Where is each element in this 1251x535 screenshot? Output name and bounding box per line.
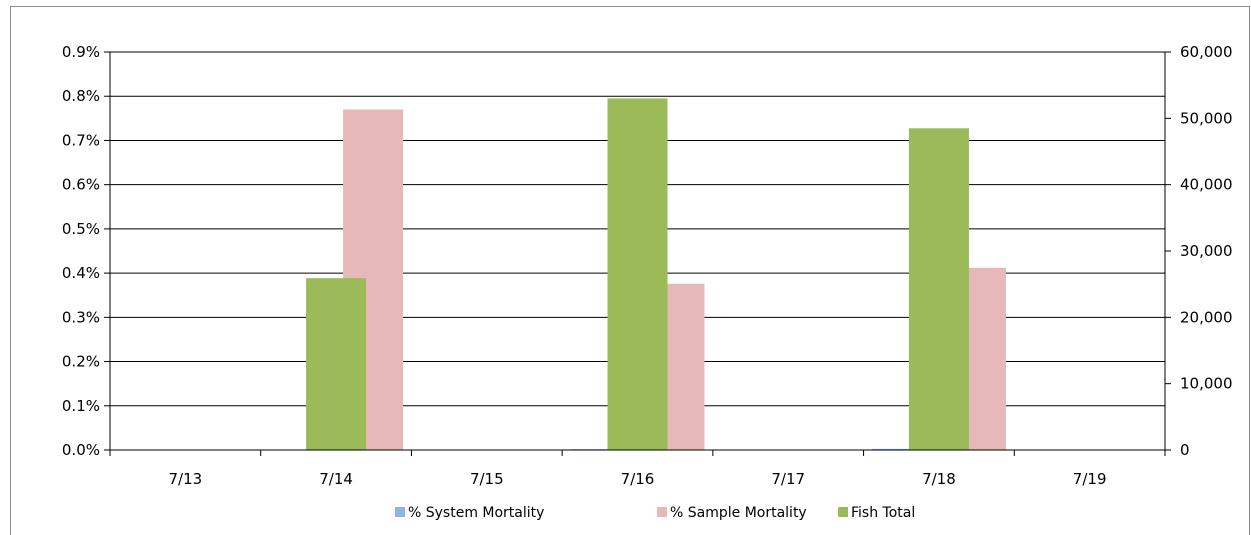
bar-system-mortality	[871, 448, 932, 450]
bar-fish-total	[908, 128, 969, 451]
legend-swatch	[395, 507, 405, 517]
chart-frame	[10, 6, 1250, 535]
bar-fish-total	[306, 278, 367, 450]
axes	[104, 51, 1171, 456]
left-tick-label: 0.1%	[62, 397, 100, 415]
right-tick-label: 40,000	[1180, 176, 1233, 194]
left-tick-label: 0.2%	[62, 353, 100, 371]
right-tick-label: 50,000	[1180, 109, 1233, 127]
x-axis-ticks: 7/13 7/14 7/15 7/16 7/17 7/18 7/19	[169, 470, 1107, 488]
right-tick-label: 20,000	[1180, 308, 1233, 326]
right-tick-label: 10,000	[1180, 375, 1233, 393]
left-axis-ticks: 0.0% 0.1% 0.2% 0.3% 0.4% 0.5% 0.6% 0.7% 0.8% 0.9%	[62, 43, 100, 459]
x-tick-label: 7/16	[621, 470, 655, 488]
x-tick-label: 7/14	[319, 470, 353, 488]
right-tick-label: 60,000	[1180, 43, 1233, 61]
left-tick-label: 0.6%	[62, 176, 100, 194]
legend-label: % System Mortality	[408, 505, 544, 521]
legend-label: % Sample Mortality	[670, 505, 807, 521]
left-tick-label: 0.8%	[62, 87, 100, 105]
left-tick-label: 0.3%	[62, 308, 100, 326]
bars	[269, 98, 1006, 451]
left-tick-label: 0.5%	[62, 220, 100, 238]
right-tick-label: 0	[1180, 441, 1190, 459]
legend-swatch	[657, 507, 667, 517]
x-tick-label: 7/19	[1073, 470, 1107, 488]
left-tick-label: 0.4%	[62, 264, 100, 282]
right-axis-ticks: 0 10,000 20,000 30,000 40,000 50,000 60,000	[1180, 43, 1233, 459]
left-tick-label: 0.9%	[62, 43, 100, 61]
x-tick-label: 7/18	[922, 470, 956, 488]
legend-label: Fish Total	[851, 505, 915, 521]
x-tick-label: 7/17	[771, 470, 805, 488]
left-tick-label: 0.0%	[62, 441, 100, 459]
x-tick-label: 7/15	[470, 470, 504, 488]
left-tick-label: 0.7%	[62, 131, 100, 149]
legend-swatch	[838, 507, 848, 517]
legend: % System Mortality % Sample Mortality Fish…	[395, 505, 915, 521]
bar-fish-total	[607, 98, 668, 450]
right-tick-label: 30,000	[1180, 242, 1233, 260]
x-tick-label: 7/13	[169, 470, 203, 488]
